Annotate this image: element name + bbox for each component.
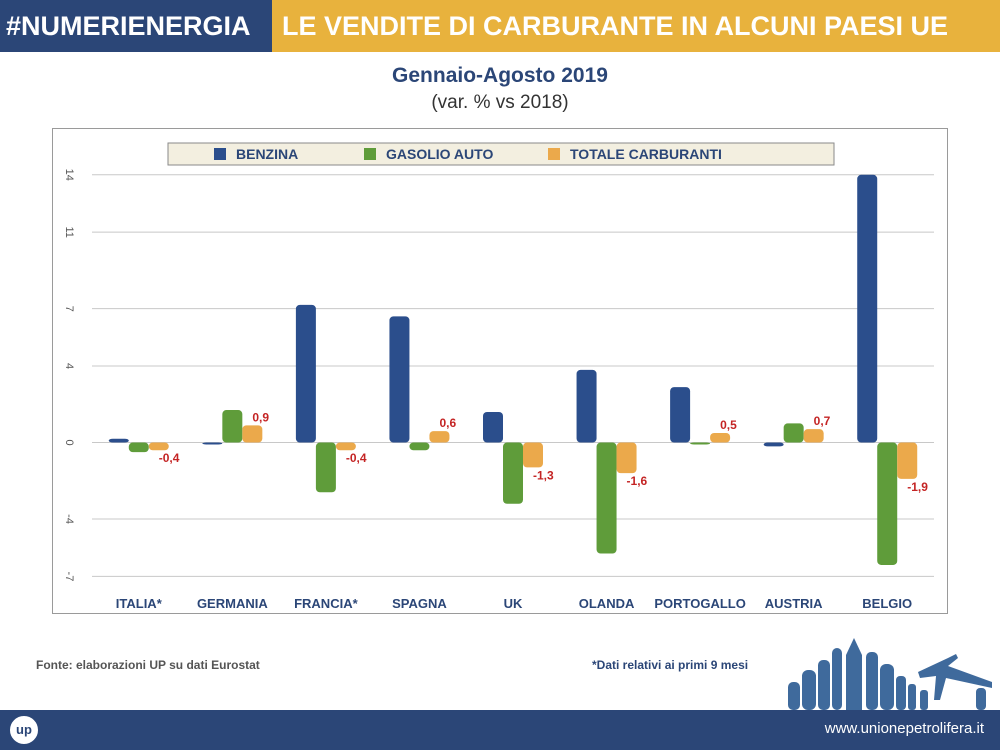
bar <box>108 438 129 443</box>
bar <box>710 432 731 443</box>
skyline-illustration <box>788 638 992 710</box>
header-title: LE VENDITE DI CARBURANTE IN ALCUNI PAESI… <box>282 11 949 41</box>
bar <box>596 442 617 554</box>
up-logo: up <box>8 714 40 746</box>
y-tick-label: -4 <box>63 514 75 524</box>
y-tick-label: 7 <box>63 306 75 312</box>
website-link[interactable]: www.unionepetrolifera.it <box>824 720 984 737</box>
x-tick-label: PORTOGALLO <box>654 596 745 611</box>
x-tick-label: OLANDA <box>579 596 635 611</box>
source-note: Fonte: elaborazioni UP su dati Eurostat <box>36 658 260 672</box>
bar <box>857 174 878 443</box>
bar <box>315 442 336 493</box>
legend-swatch <box>214 148 226 160</box>
x-tick-label: FRANCIA* <box>294 596 358 611</box>
bar <box>128 442 149 453</box>
y-tick-label: 4 <box>63 363 75 369</box>
x-tick-label: ITALIA* <box>116 596 163 611</box>
bar <box>616 442 637 474</box>
legend-label: BENZINA <box>236 146 298 162</box>
bar <box>429 431 450 443</box>
bar <box>523 442 543 468</box>
footnote: *Dati relativi ai primi 9 mesi <box>592 658 749 672</box>
chart-title: Gennaio-Agosto 2019 <box>392 64 608 87</box>
x-tick-label: AUSTRIA <box>765 596 823 611</box>
x-tick-label: BELGIO <box>862 596 912 611</box>
x-tick-label: SPAGNA <box>392 596 447 611</box>
bar <box>409 442 430 451</box>
data-label: -0,4 <box>159 451 180 465</box>
data-label: 0,7 <box>814 414 831 428</box>
legend-swatch <box>548 148 560 160</box>
bar <box>389 316 410 443</box>
data-label: -1,9 <box>907 480 928 494</box>
bar <box>803 429 824 443</box>
data-label: -1,6 <box>627 474 648 488</box>
bar <box>242 425 263 443</box>
data-label: -0,4 <box>346 451 367 465</box>
y-tick-label: 0 <box>63 439 75 445</box>
bar <box>503 442 523 504</box>
bar <box>576 369 597 443</box>
bar <box>783 423 804 443</box>
bar <box>877 442 898 565</box>
bar <box>148 442 169 451</box>
data-label: 0,9 <box>252 410 269 424</box>
y-tick-label: 11 <box>63 226 75 237</box>
bar <box>483 411 503 443</box>
legend-swatch <box>364 148 376 160</box>
legend-label: TOTALE CARBURANTI <box>570 146 722 162</box>
bar <box>295 304 316 443</box>
legend-box <box>167 142 835 166</box>
legend-label: GASOLIO AUTO <box>386 146 493 162</box>
bar-chart: 14 11 7 4 0 -4 -7 -0,4 ITALIA* 0,9 GERMANIA -0,4 FRA… <box>52 128 948 614</box>
bar <box>202 442 223 445</box>
bar <box>897 442 918 479</box>
y-tick-label: 14 <box>63 169 75 181</box>
hashtag-label: #NUMERIENERGIA <box>0 0 272 52</box>
footer-bar <box>0 710 1000 750</box>
bar <box>222 410 243 443</box>
bar <box>335 442 356 451</box>
data-label: 0,5 <box>720 418 737 432</box>
chart-subtitle: (var. % vs 2018) <box>431 92 569 113</box>
y-tick-label: -7 <box>63 572 75 582</box>
bar <box>670 387 691 443</box>
bar <box>690 442 711 445</box>
bar <box>763 442 784 447</box>
x-tick-label: UK <box>504 596 523 611</box>
data-label: -1,3 <box>533 468 554 482</box>
header-bar: #NUMERIENERGIA LE VENDITE DI CARBURANTE … <box>0 0 1000 52</box>
x-tick-label: GERMANIA <box>197 596 268 611</box>
chart-frame <box>52 128 948 614</box>
data-label: 0,6 <box>439 416 456 430</box>
